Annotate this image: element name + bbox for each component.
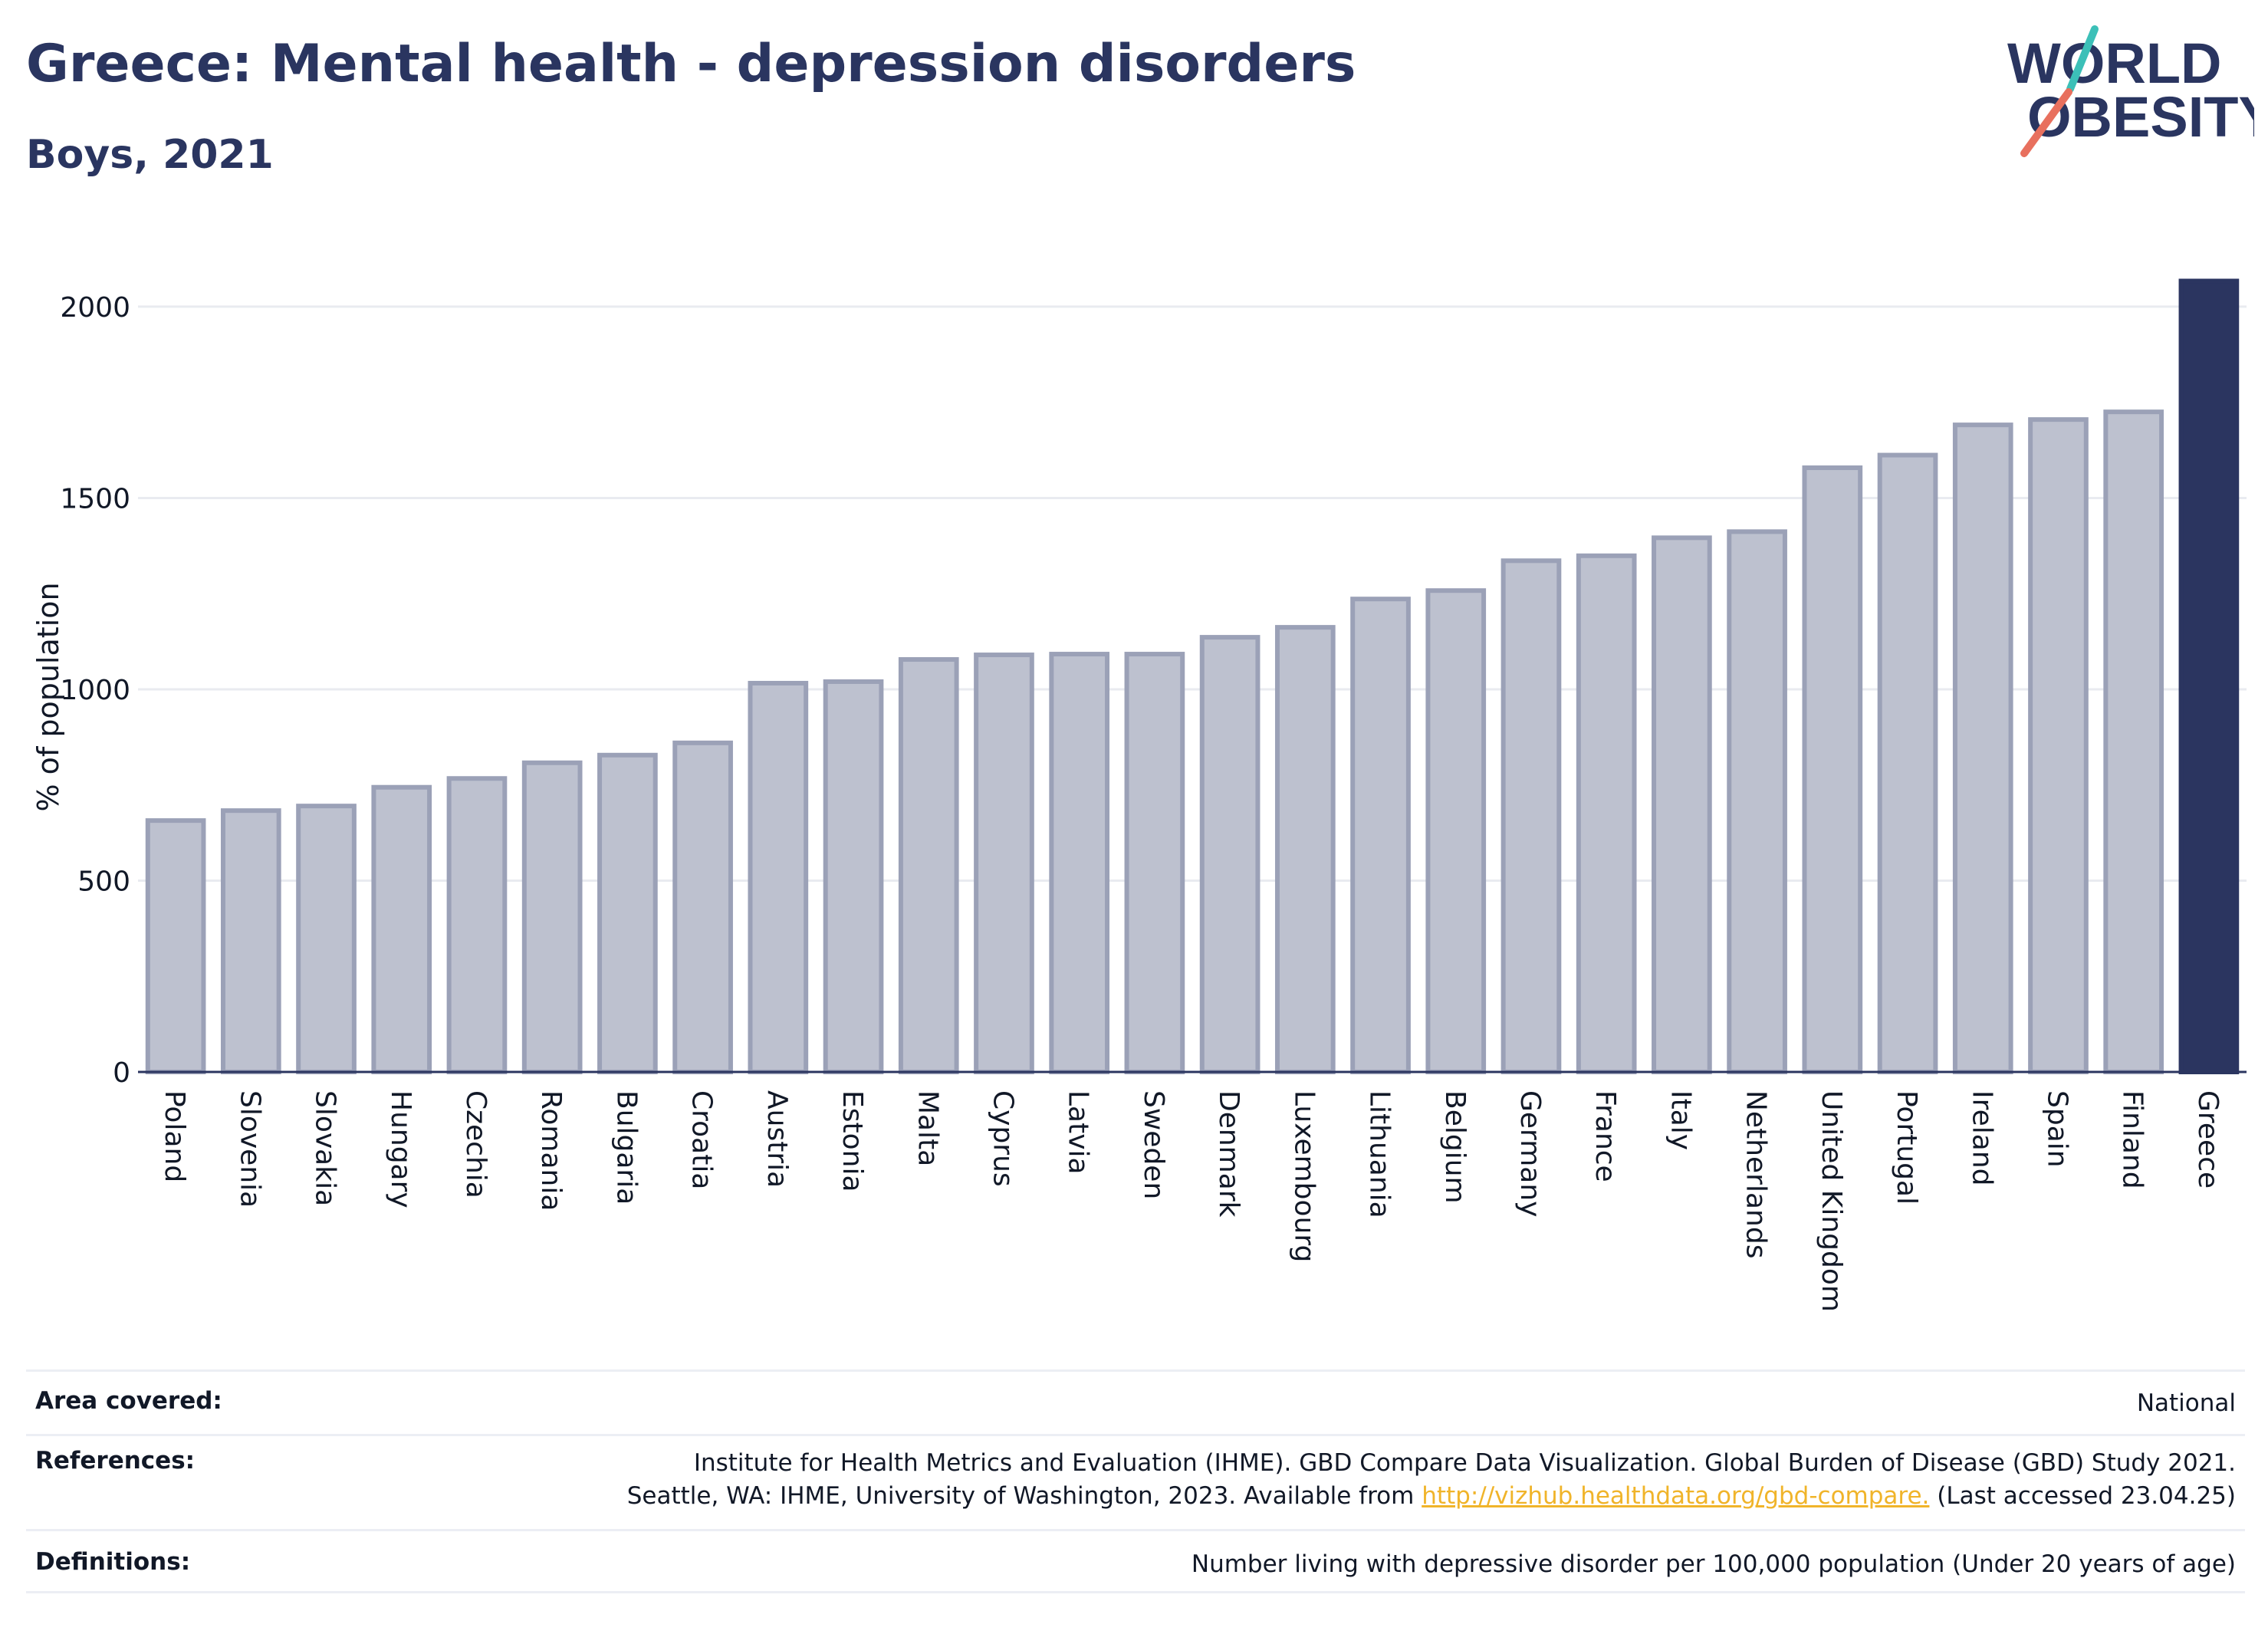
x-tick-croatia: Croatia xyxy=(686,1090,718,1189)
bar-belgium xyxy=(1425,588,1487,1074)
meta-row-area: Area covered: National xyxy=(26,1369,2245,1434)
x-tick-slovenia: Slovenia xyxy=(234,1090,265,1208)
x-tick-luxembourg: Luxembourg xyxy=(1288,1090,1320,1262)
references-label: References: xyxy=(35,1447,196,1475)
x-tick-cyprus: Cyprus xyxy=(987,1090,1018,1187)
bar-netherlands xyxy=(1727,529,1787,1074)
bar-finland xyxy=(2103,409,2164,1074)
x-tick-france: France xyxy=(1589,1090,1621,1182)
logo-slash-top xyxy=(2066,25,2099,93)
x-tick-romania: Romania xyxy=(535,1090,567,1211)
bar-denmark xyxy=(1199,635,1261,1074)
bar-portugal xyxy=(1877,452,1938,1074)
metadata-table: Area covered: National References: Insti… xyxy=(26,1369,2245,1593)
bar-italy xyxy=(1652,535,1712,1074)
bar-united-kingdom xyxy=(1802,465,1863,1074)
y-tick-0: 0 xyxy=(113,1057,130,1089)
x-tick-sweden: Sweden xyxy=(1138,1090,1169,1199)
x-tick-united-kingdom: United Kingdom xyxy=(1816,1090,1847,1312)
x-tick-ireland: Ireland xyxy=(1966,1090,1997,1186)
bar-latvia xyxy=(1049,652,1110,1074)
x-tick-greece: Greece xyxy=(2192,1090,2224,1189)
definitions-label: Definitions: xyxy=(35,1548,191,1576)
x-tick-denmark: Denmark xyxy=(1213,1090,1244,1218)
bar-slovenia xyxy=(220,808,281,1074)
bar-romania xyxy=(521,760,583,1074)
x-tick-latvia: Latvia xyxy=(1063,1090,1094,1175)
bar-hungary xyxy=(371,784,432,1074)
references-value: Institute for Health Metrics and Evaluat… xyxy=(627,1447,2236,1513)
bars xyxy=(145,278,2240,1074)
bar-croatia xyxy=(672,740,733,1074)
area-covered-value: National xyxy=(2136,1389,2236,1417)
definitions-value: Number living with depressive disorder p… xyxy=(1191,1550,2236,1578)
logo-slash-bottom xyxy=(2020,88,2072,157)
bar-ireland xyxy=(1952,422,2013,1074)
references-line-1: Institute for Health Metrics and Evaluat… xyxy=(693,1449,2236,1477)
bar-poland xyxy=(145,818,206,1074)
y-tick-500: 500 xyxy=(77,866,130,897)
bar-cyprus xyxy=(974,653,1034,1074)
x-tick-austria: Austria xyxy=(761,1090,793,1188)
x-tick-slovakia: Slovakia xyxy=(310,1090,341,1206)
bar-slovakia xyxy=(296,804,357,1074)
bar-germany xyxy=(1500,558,1562,1074)
y-tick-2000: 2000 xyxy=(60,292,130,324)
meta-row-references: References: Institute for Health Metrics… xyxy=(26,1434,2245,1529)
chart-title: Greece: Mental health - depression disor… xyxy=(26,34,1356,94)
bar-luxembourg xyxy=(1274,625,1336,1074)
chart-subtitle: Boys, 2021 xyxy=(26,132,274,178)
x-tick-germany: Germany xyxy=(1514,1090,1546,1217)
references-line-2-prefix: Seattle, WA: IHME, University of Washing… xyxy=(626,1481,1422,1510)
meta-row-definitions: Definitions: Number living with depressi… xyxy=(26,1529,2245,1593)
references-line-2-suffix: (Last accessed 23.04.25) xyxy=(1929,1481,2236,1510)
x-tick-hungary: Hungary xyxy=(385,1090,416,1208)
bar-spain xyxy=(2028,417,2089,1074)
bar-malta xyxy=(898,657,959,1074)
references-line-2: Seattle, WA: IHME, University of Washing… xyxy=(627,1480,2236,1513)
bar-sweden xyxy=(1124,652,1185,1074)
y-tick-labels: 0 500 1000 1500 2000 xyxy=(60,292,130,1089)
x-tick-poland: Poland xyxy=(159,1090,190,1182)
x-tick-bulgaria: Bulgaria xyxy=(610,1090,642,1205)
y-tick-1000: 1000 xyxy=(60,675,130,706)
x-tick-portugal: Portugal xyxy=(1891,1090,1922,1205)
x-tick-spain: Spain xyxy=(2041,1090,2072,1168)
bar-lithuania xyxy=(1350,597,1411,1074)
bar-estonia xyxy=(823,679,884,1074)
bar-chart: 0 500 1000 1500 2000 Poland Slovenia Slovakia H… xyxy=(31,278,2247,1312)
x-tick-malta: Malta xyxy=(912,1090,943,1166)
x-tick-belgium: Belgium xyxy=(1439,1090,1471,1204)
x-tick-italy: Italy xyxy=(1665,1090,1696,1150)
x-tick-netherlands: Netherlands xyxy=(1740,1090,1772,1258)
logo-line-world: WORLD xyxy=(2007,31,2222,95)
x-tick-labels: Poland Slovenia Slovakia Hungary Czechia Roma… xyxy=(159,1090,2224,1312)
y-axis-label: % of population xyxy=(31,582,65,811)
bar-bulgaria xyxy=(597,752,658,1074)
x-tick-estonia: Estonia xyxy=(837,1090,868,1192)
x-tick-finland: Finland xyxy=(2117,1090,2148,1189)
bar-greece xyxy=(2178,278,2240,1074)
bar-austria xyxy=(748,680,809,1074)
x-tick-lithuania: Lithuania xyxy=(1364,1090,1395,1218)
x-tick-czechia: Czechia xyxy=(460,1090,491,1198)
bar-czechia xyxy=(446,776,508,1074)
y-tick-1500: 1500 xyxy=(60,483,130,515)
bar-france xyxy=(1576,553,1637,1074)
world-obesity-logo: WORLD OBESITY xyxy=(2007,25,2254,157)
area-covered-label: Area covered: xyxy=(35,1387,222,1415)
references-link[interactable]: http://vizhub.healthdata.org/gbd-compare… xyxy=(1422,1481,1930,1510)
